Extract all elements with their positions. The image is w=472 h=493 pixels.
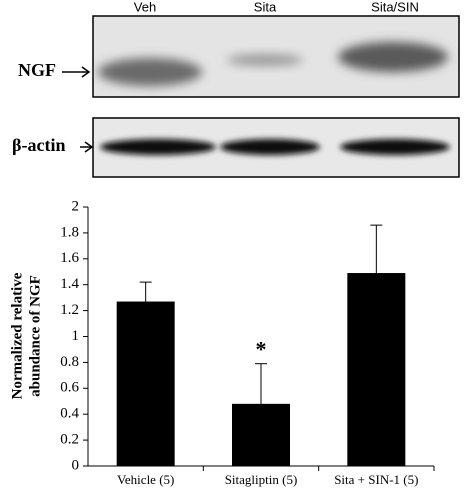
y-axis-label: Normalized relative [9,272,25,399]
bar [347,273,406,466]
row-label: β-actin [12,135,65,155]
y-tick-label: 0.8 [60,354,79,370]
band [100,139,216,155]
annotation: * [256,337,267,362]
band [338,42,448,72]
y-tick-label: 0.2 [60,432,79,448]
y-tick-label: 1.4 [60,276,79,292]
y-tick-label: 1.6 [60,250,79,266]
bar [116,301,175,466]
x-tick-label: Sita + SIN-1 (5) [334,472,418,487]
band [340,139,450,155]
y-tick-label: 2 [72,198,80,214]
lane-label: Sita [254,0,277,14]
bar [232,403,290,466]
lane-label: Veh [134,0,156,14]
x-tick-label: Vehicle (5) [117,472,174,487]
arrow-head [81,66,91,78]
band [98,58,202,86]
lane-label: Sita/SIN [371,0,419,14]
y-tick-label: 0.6 [60,380,79,396]
y-axis-label: abundance of NGF [27,275,43,397]
y-tick-label: 1 [72,328,80,344]
row-label: NGF [18,60,56,80]
band [220,139,320,155]
y-tick-label: 0 [72,457,80,473]
y-tick-label: 0.4 [60,406,79,422]
y-tick-label: 1.2 [60,302,79,318]
arrow-head [84,141,94,153]
y-tick-label: 1.8 [60,224,79,240]
band [227,54,303,66]
x-tick-label: Sitagliptin (5) [225,472,298,487]
